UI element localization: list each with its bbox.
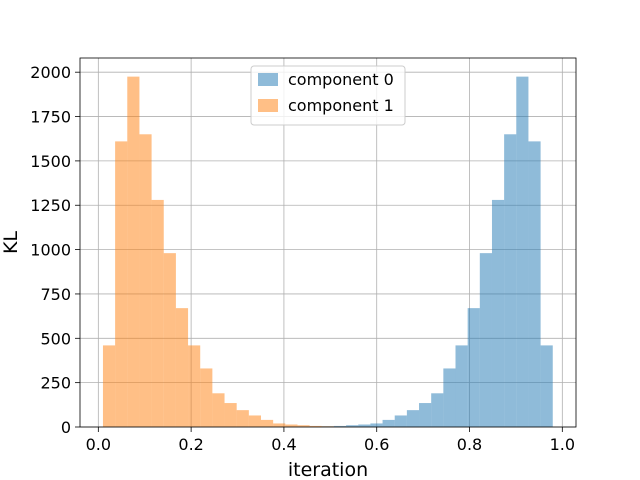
histogram-bar-component-0 — [443, 368, 456, 427]
histogram-bar-component-0 — [358, 424, 371, 427]
histogram-bar-component-1 — [200, 368, 213, 427]
histogram-bar-component-1 — [224, 403, 237, 427]
legend-swatch-component-0 — [258, 73, 278, 86]
legend-box — [250, 65, 406, 126]
histogram-bar-component-0 — [467, 308, 480, 427]
histogram-bar-component-1 — [115, 141, 128, 427]
histogram-bar-component-0 — [333, 425, 347, 427]
histogram-bar-component-1 — [248, 415, 262, 427]
histogram-bar-component-1 — [163, 253, 176, 427]
x-tick-label: 0.6 — [364, 435, 389, 454]
histogram-bar-component-0 — [504, 134, 517, 427]
y-axis-label: KL — [0, 231, 22, 254]
histogram-bar-component-0 — [394, 415, 407, 427]
histogram-bar-component-0 — [346, 425, 359, 427]
x-axis-ticks: 0.0 0.2 0.4 0.6 0.8 1.0 — [86, 427, 575, 454]
histogram-bar-component-0 — [455, 345, 468, 427]
histogram-bar-component-0 — [406, 410, 420, 427]
histogram-bar-component-0 — [370, 423, 383, 427]
y-tick-label: 500 — [40, 329, 71, 348]
x-tick-label: 0.2 — [178, 435, 203, 454]
histogram-bars — [102, 76, 553, 427]
y-tick-label: 1250 — [30, 196, 71, 215]
legend: component 0 component 1 — [250, 65, 406, 126]
histogram-bar-component-0 — [516, 76, 529, 427]
histogram-bar-component-1 — [297, 425, 310, 427]
histogram-bar-component-0 — [382, 419, 395, 427]
histogram-bar-component-0 — [431, 393, 444, 427]
x-tick-label: 1.0 — [550, 435, 575, 454]
histogram-bar-component-1 — [139, 134, 152, 427]
histogram-bar-component-1 — [273, 423, 286, 427]
histogram-bar-component-1 — [261, 419, 274, 427]
histogram-bar-component-1 — [212, 393, 225, 427]
histogram-bar-component-0 — [479, 253, 492, 427]
histogram-bar-component-0 — [528, 141, 541, 427]
y-tick-label: 750 — [40, 285, 71, 304]
y-tick-label: 1750 — [30, 108, 71, 127]
histogram-bar-component-0 — [540, 345, 553, 427]
x-axis-label: iteration — [288, 459, 368, 480]
histogram-bar-component-0 — [491, 199, 505, 427]
x-tick-label: 0.0 — [86, 435, 111, 454]
y-tick-label: 1500 — [30, 152, 71, 171]
histogram-bar-component-1 — [309, 425, 322, 427]
y-tick-label: 2000 — [30, 63, 71, 82]
histogram-bar-component-0 — [419, 403, 432, 427]
histogram-bar-component-1 — [102, 345, 116, 427]
y-tick-label: 0 — [61, 418, 71, 437]
y-tick-label: 1000 — [30, 241, 71, 260]
histogram-bar-component-1 — [188, 345, 201, 427]
plot-area-frame — [79, 57, 577, 428]
y-tick-label: 250 — [40, 374, 71, 393]
x-tick-label: 0.8 — [457, 435, 482, 454]
x-tick-label: 0.4 — [271, 435, 296, 454]
y-axis-ticks: 0 250 500 750 1000 1250 1500 1750 2000 — [30, 63, 80, 437]
histogram-bar-component-1 — [285, 424, 298, 427]
histogram-bar-component-1 — [236, 410, 249, 427]
histogram-bar-component-1 — [151, 199, 164, 427]
histogram-bar-component-1 — [127, 76, 140, 427]
legend-label-component-0: component 0 — [288, 70, 394, 89]
legend-label-component-1: component 1 — [288, 96, 394, 115]
histogram-bar-component-1 — [175, 308, 189, 427]
legend-swatch-component-1 — [258, 99, 278, 112]
